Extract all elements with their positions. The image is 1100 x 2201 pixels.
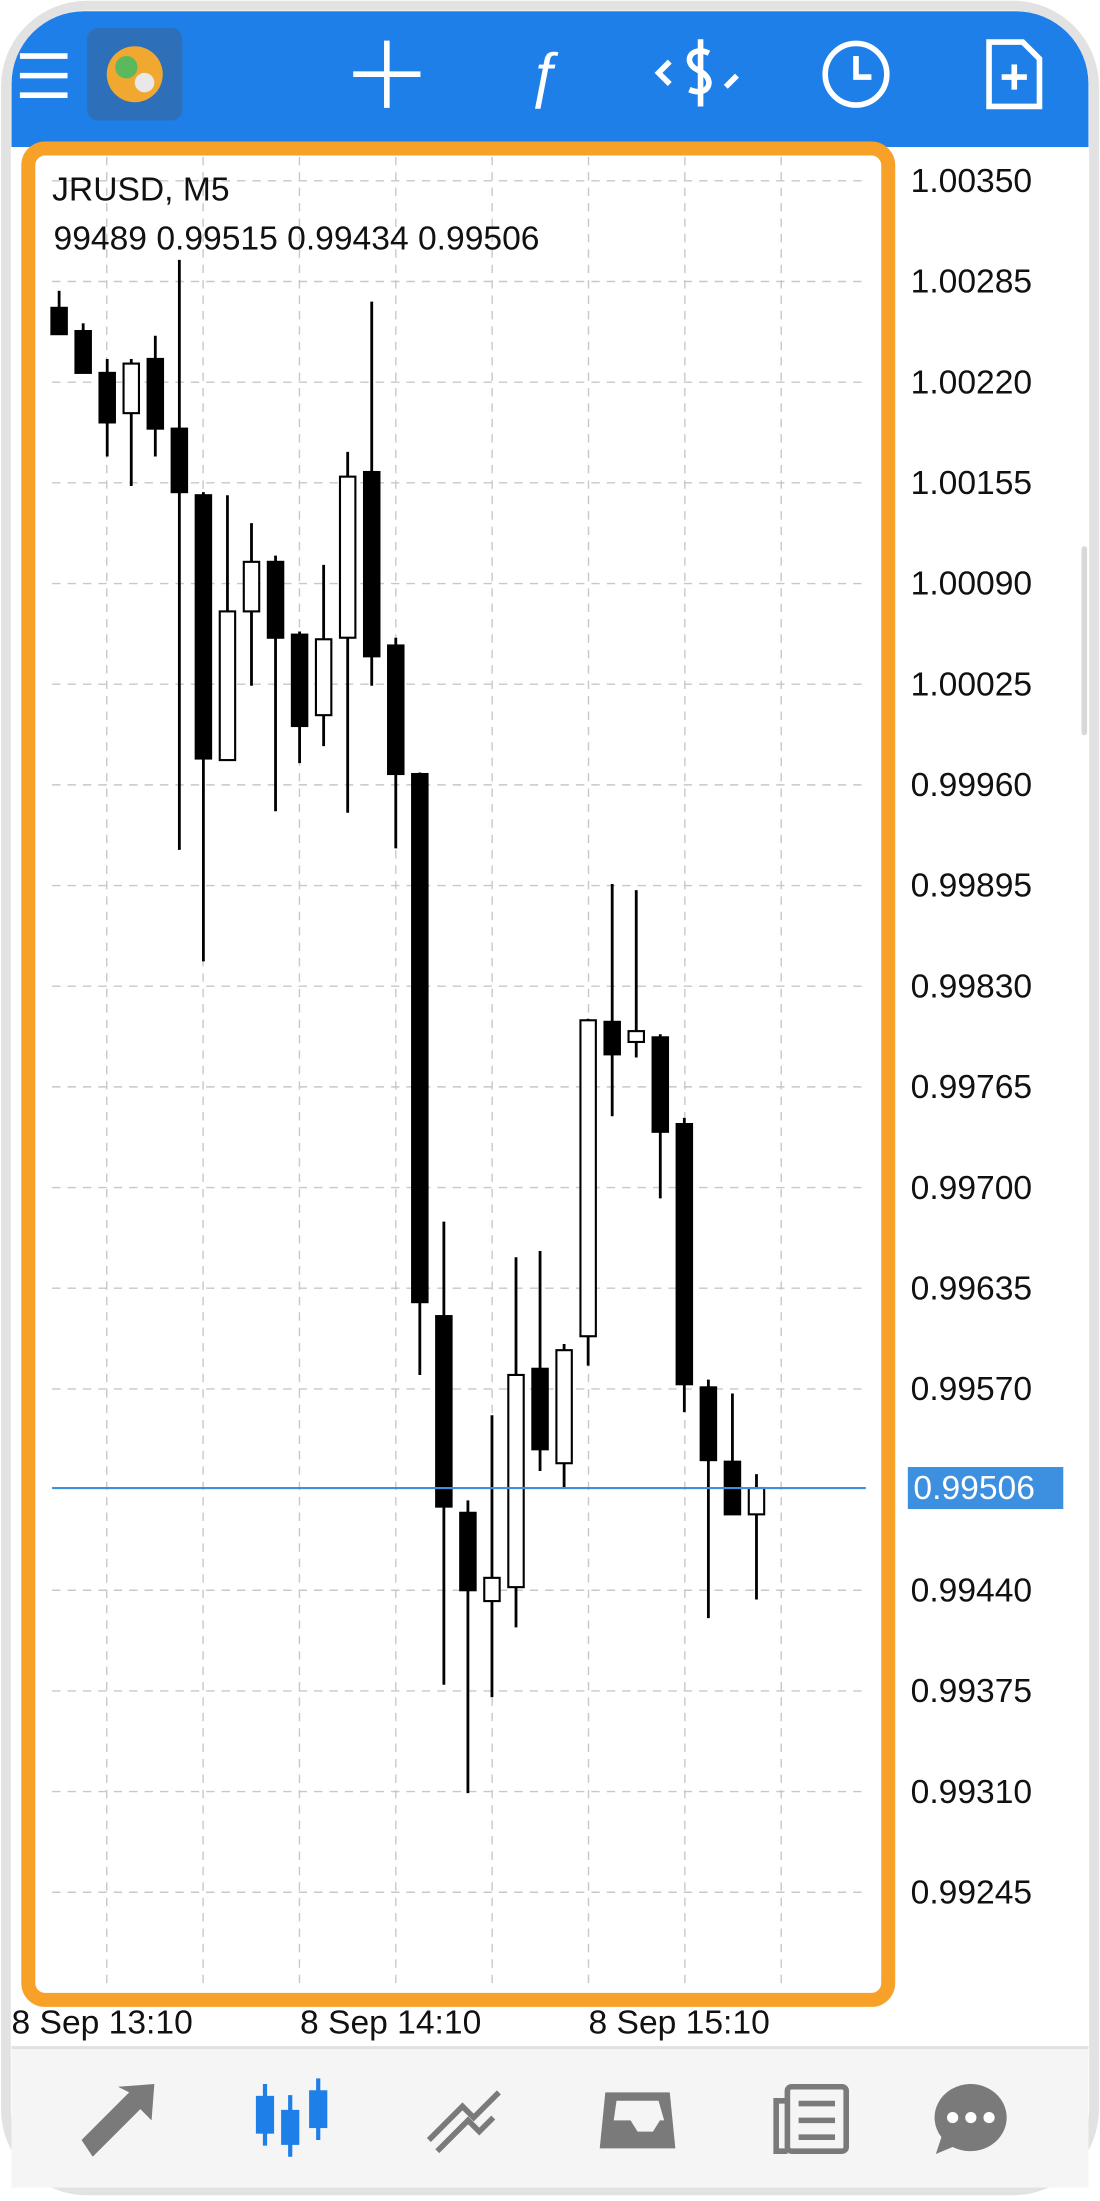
candle-body xyxy=(603,1020,621,1056)
y-tick-label: 1.00220 xyxy=(911,364,1032,401)
y-tick-label: 0.99830 xyxy=(911,968,1032,1005)
bottom-nav xyxy=(11,2047,1089,2188)
y-tick-label: 0.99375 xyxy=(911,1673,1032,1710)
history-tab[interactable] xyxy=(599,2092,676,2149)
candle-body xyxy=(146,357,165,430)
y-tick-label: 1.00350 xyxy=(911,163,1032,200)
chart: 1.00350 1.00285 1.00220 1.00155 1.00090 1.000… xyxy=(12,156,1064,2042)
candle-body xyxy=(74,330,92,374)
quotes-tab[interactable] xyxy=(81,2083,155,2157)
y-tick-label: 1.00285 xyxy=(911,264,1032,301)
candle-body xyxy=(747,1486,766,1516)
candle-body xyxy=(314,638,333,717)
candle-body xyxy=(218,610,237,762)
scrollbar xyxy=(1081,546,1088,736)
candle-body xyxy=(242,560,261,613)
candle-body xyxy=(435,1315,453,1508)
candle-body xyxy=(338,475,357,639)
candle-body xyxy=(627,1030,645,1044)
current-price-badge xyxy=(907,1467,1064,1510)
candle-body xyxy=(507,1373,525,1589)
chart-tab[interactable] xyxy=(255,2078,328,2157)
candle-body xyxy=(122,362,141,415)
crosshair-button[interactable] xyxy=(353,40,421,108)
trade-tab[interactable] xyxy=(426,2090,501,2154)
y-tick-label: 0.99570 xyxy=(911,1371,1032,1408)
indicators-button[interactable]: ƒ xyxy=(527,40,561,109)
x-tick-label: 8 Sep 14:10 xyxy=(300,2005,481,2042)
y-tick-label: 0.99700 xyxy=(911,1170,1032,1207)
candle-body xyxy=(699,1386,718,1462)
candle-body xyxy=(194,494,213,760)
chat-tab[interactable] xyxy=(934,2083,1007,2154)
news-tab[interactable] xyxy=(773,2083,850,2154)
candle-body xyxy=(362,470,381,658)
candle-body xyxy=(290,633,309,728)
candle-body xyxy=(483,1576,501,1603)
new-order-button[interactable] xyxy=(986,39,1043,110)
candle-body xyxy=(411,772,429,1304)
candle-body xyxy=(651,1036,670,1133)
y-tick-label: 1.00090 xyxy=(911,566,1032,603)
app-icon[interactable] xyxy=(87,28,183,121)
candle-body xyxy=(170,427,189,494)
candle-body xyxy=(531,1367,549,1451)
y-tick-label: 1.00025 xyxy=(911,666,1032,703)
highlight-frame xyxy=(21,141,896,2007)
menu-button[interactable] xyxy=(19,53,68,99)
y-tick-label: 0.99245 xyxy=(911,1874,1032,1911)
y-tick-label: 0.99635 xyxy=(911,1270,1032,1307)
period-button[interactable] xyxy=(822,40,890,108)
y-tick-label: 0.99765 xyxy=(911,1069,1032,1106)
candle-body xyxy=(98,371,116,424)
candle-body xyxy=(459,1511,477,1592)
y-tick-label: 0.99895 xyxy=(911,868,1032,905)
candle-body xyxy=(387,644,405,776)
y-tick-label: 0.99960 xyxy=(911,767,1032,804)
candle-body xyxy=(555,1349,573,1465)
candle-body xyxy=(675,1122,694,1386)
candle-body xyxy=(50,306,68,336)
x-tick-label: 8 Sep 13:10 xyxy=(12,2005,193,2042)
candle-body xyxy=(266,560,285,639)
y-tick-label: 1.00155 xyxy=(911,465,1032,502)
symbols-button[interactable] xyxy=(654,39,739,107)
y-tick-label: 0.99440 xyxy=(911,1572,1032,1609)
y-tick-label: 0.99310 xyxy=(911,1774,1032,1811)
ohlc-text: 99489 0.99515 0.99434 0.99506 xyxy=(54,220,540,257)
chart-title: JRUSD, M5 xyxy=(52,171,229,208)
top-toolbar xyxy=(11,11,1089,148)
current-price-label: 0.99506 xyxy=(913,1470,1034,1507)
candle-body xyxy=(579,1019,597,1338)
x-tick-label: 8 Sep 15:10 xyxy=(589,2005,770,2042)
